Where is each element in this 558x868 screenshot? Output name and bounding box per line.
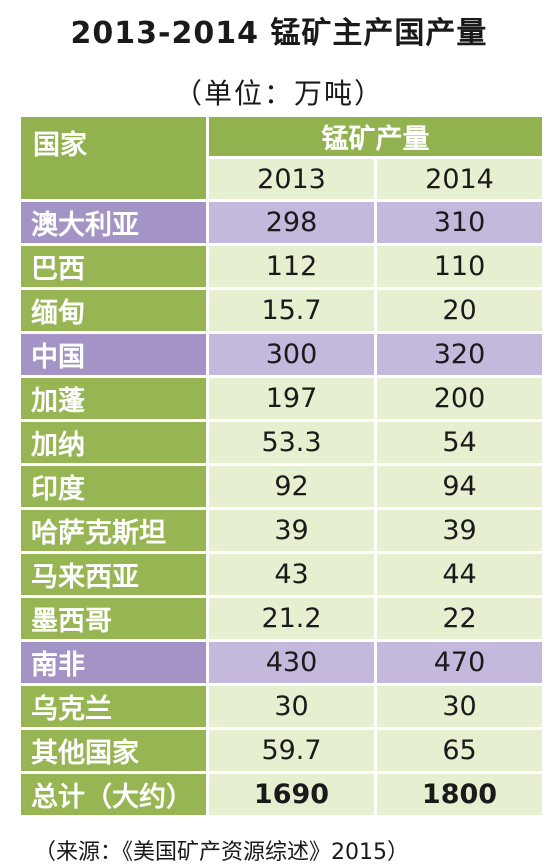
country-name: 其他国家 <box>21 730 206 771</box>
value-2013: 21.2 <box>209 598 374 639</box>
value-2013: 30 <box>209 686 374 727</box>
table-row: 哈萨克斯坦 39 39 <box>21 510 542 551</box>
table-body: 澳大利亚 298 310 巴西 112 110 缅甸 15.7 20 中国 300 320 加蓬 197 2… <box>21 202 542 771</box>
value-2013: 197 <box>209 378 374 419</box>
table-row: 印度 92 94 <box>21 466 542 507</box>
country-name: 南非 <box>21 642 206 683</box>
table-row: 缅甸 15.7 20 <box>21 290 542 331</box>
header-country: 国家 <box>21 117 206 199</box>
table-row: 澳大利亚 298 310 <box>21 202 542 243</box>
header-production: 锰矿产量 <box>209 117 542 156</box>
unit-label: （单位：万吨） <box>173 77 384 110</box>
total-value-2013: 1690 <box>209 774 374 815</box>
country-name: 缅甸 <box>21 290 206 331</box>
page-title: 2013-2014 锰矿主产国产量 <box>70 16 488 51</box>
value-2014: 110 <box>377 246 542 287</box>
table-row: 巴西 112 110 <box>21 246 542 287</box>
table-row: 其他国家 59.7 65 <box>21 730 542 771</box>
value-2013: 92 <box>209 466 374 507</box>
total-label: 总计（大约） <box>21 774 206 815</box>
table-row: 南非 430 470 <box>21 642 542 683</box>
value-2013: 298 <box>209 202 374 243</box>
value-2014: 200 <box>377 378 542 419</box>
country-name: 马来西亚 <box>21 554 206 595</box>
value-2014: 54 <box>377 422 542 463</box>
country-name: 乌克兰 <box>21 686 206 727</box>
source-note: （来源：《美国矿产资源综述》2015） <box>34 840 409 865</box>
value-2013: 300 <box>209 334 374 375</box>
table-row: 马来西亚 43 44 <box>21 554 542 595</box>
country-name: 中国 <box>21 334 206 375</box>
total-row: 总计（大约） 1690 1800 <box>21 774 542 815</box>
value-2013: 112 <box>209 246 374 287</box>
country-name: 印度 <box>21 466 206 507</box>
value-2014: 22 <box>377 598 542 639</box>
table-row: 中国 300 320 <box>21 334 542 375</box>
country-name: 巴西 <box>21 246 206 287</box>
value-2014: 65 <box>377 730 542 771</box>
value-2014: 44 <box>377 554 542 595</box>
value-2013: 15.7 <box>209 290 374 331</box>
table-row: 加蓬 197 200 <box>21 378 542 419</box>
production-table: 国家 锰矿产量 2013 2014 澳大利亚 298 310 巴西 112 110 缅甸 15… <box>18 114 545 818</box>
value-2014: 94 <box>377 466 542 507</box>
country-name: 加纳 <box>21 422 206 463</box>
value-2013: 59.7 <box>209 730 374 771</box>
table-row: 墨西哥 21.2 22 <box>21 598 542 639</box>
value-2013: 430 <box>209 642 374 683</box>
table-row: 加纳 53.3 54 <box>21 422 542 463</box>
value-2013: 39 <box>209 510 374 551</box>
value-2014: 310 <box>377 202 542 243</box>
header-year-2014: 2014 <box>377 159 542 199</box>
value-2014: 39 <box>377 510 542 551</box>
country-name: 墨西哥 <box>21 598 206 639</box>
country-name: 加蓬 <box>21 378 206 419</box>
country-name: 澳大利亚 <box>21 202 206 243</box>
header-year-2013: 2013 <box>209 159 374 199</box>
value-2014: 470 <box>377 642 542 683</box>
value-2014: 20 <box>377 290 542 331</box>
value-2013: 43 <box>209 554 374 595</box>
value-2014: 30 <box>377 686 542 727</box>
total-value-2014: 1800 <box>377 774 542 815</box>
table-row: 乌克兰 30 30 <box>21 686 542 727</box>
value-2013: 53.3 <box>209 422 374 463</box>
value-2014: 320 <box>377 334 542 375</box>
country-name: 哈萨克斯坦 <box>21 510 206 551</box>
